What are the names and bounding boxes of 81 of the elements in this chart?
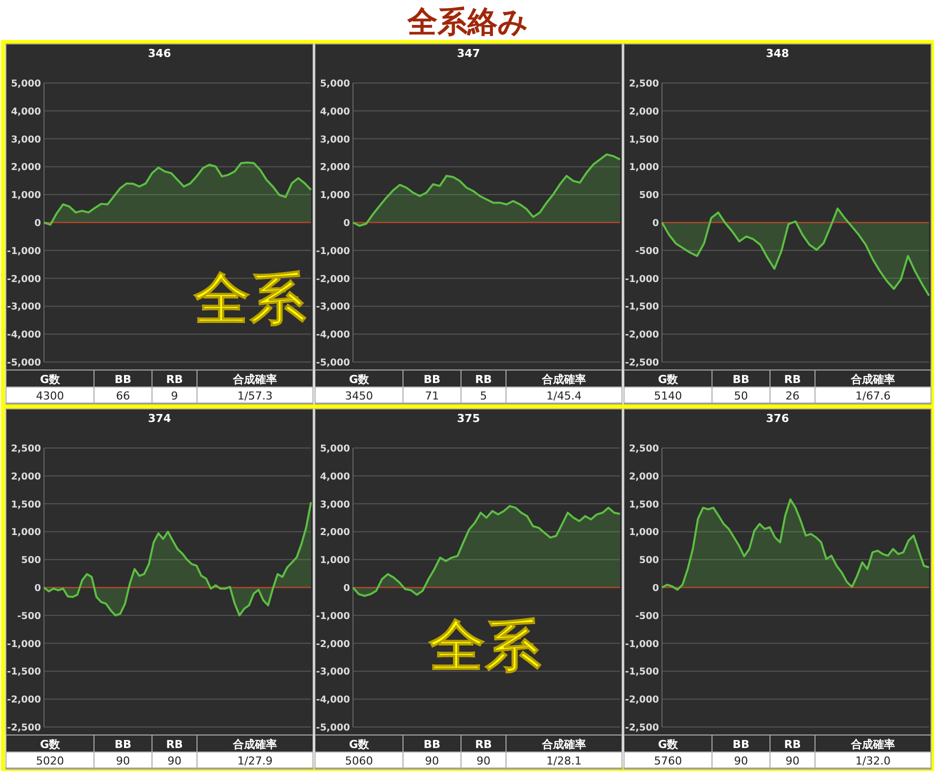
text: 全系: [429, 614, 541, 679]
chart-title: 376: [766, 412, 790, 425]
y-tick-label: -2,500: [7, 722, 42, 734]
y-tick-label: -5,000: [316, 722, 350, 734]
chart-title: 374: [148, 412, 172, 425]
stats-table: G数 4300 BB 66 RB 9 合成確率 1/57.3: [6, 370, 314, 404]
y-tick-label: 5,000: [320, 444, 350, 454]
y-tick-label: -3,000: [7, 302, 42, 313]
stats-table: G数 5060 BB 90 RB 90 合成確率 1/28.1: [314, 734, 622, 768]
y-tick-label: 3,000: [320, 499, 350, 510]
y-tick-label: -1,500: [7, 666, 42, 678]
y-tick-label: 1,000: [10, 527, 42, 538]
y-tick-label: -5,000: [316, 358, 350, 368]
y-tick-label: -4,000: [7, 330, 42, 341]
y-tick-label: -1,000: [316, 610, 350, 622]
y-tick-label: 1,500: [628, 499, 660, 510]
y-tick-label: 0: [652, 218, 660, 229]
y-tick-label: -1,000: [625, 274, 660, 285]
y-tick-label: 2,000: [628, 106, 660, 118]
chart-title: 375: [457, 412, 480, 425]
y-tick-label: -1,500: [625, 302, 660, 313]
y-tick-label: -4,000: [316, 330, 350, 341]
y-tick-label: -2,000: [316, 274, 350, 285]
y-tick-label: 1,000: [320, 190, 350, 202]
y-tick-label: 0: [652, 583, 660, 594]
y-tick-label: -1,000: [7, 638, 42, 650]
text: 全系: [194, 267, 306, 332]
y-tick-label: 5,000: [10, 78, 42, 90]
y-tick-label: 0: [34, 583, 42, 594]
y-tick-label: -5,000: [7, 358, 42, 368]
y-tick-label: 3,000: [10, 134, 42, 146]
y-tick-label: -2,000: [316, 638, 350, 650]
y-tick-label: -1,000: [625, 638, 660, 650]
y-tick-label: 2,000: [320, 527, 350, 538]
y-tick-label: 2,000: [10, 471, 42, 482]
y-tick-label: 3,000: [320, 134, 350, 146]
y-tick-label: 1,000: [628, 162, 660, 174]
y-tick-label: -2,000: [625, 330, 660, 341]
y-tick-label: -2,000: [7, 694, 42, 706]
y-tick-label: 1,500: [10, 499, 42, 510]
y-tick-label: -2,000: [625, 694, 660, 706]
stats-table: G数 5140 BB 50 RB 26 合成確率 1/67.6: [624, 370, 932, 404]
y-tick-label: 500: [639, 555, 660, 566]
text: 全系絡み: [406, 5, 528, 40]
y-tick-label: 2,500: [628, 444, 660, 454]
y-tick-label: -500: [635, 246, 660, 257]
y-tick-label: -2,500: [625, 358, 660, 368]
y-tick-label: 0: [343, 218, 350, 229]
y-tick-label: 2,500: [628, 78, 660, 90]
y-tick-label: 0: [343, 583, 350, 594]
y-tick-label: 4,000: [320, 106, 350, 118]
stats-table: G数 3450 BB 71 RB 5 合成確率 1/45.4: [314, 370, 622, 404]
chart-title: 346: [148, 47, 172, 60]
y-tick-label: 500: [21, 555, 42, 566]
chart-title: 347: [457, 47, 480, 60]
y-tick-label: -500: [635, 610, 660, 622]
y-tick-label: 2,000: [320, 162, 350, 174]
y-tick-label: 1,500: [628, 134, 660, 146]
stats-table: G数 5760 BB 90 RB 90 合成確率 1/32.0: [624, 734, 932, 768]
y-tick-label: 0: [34, 218, 42, 229]
y-tick-label: 500: [639, 190, 660, 202]
y-tick-label: -3,000: [316, 302, 350, 313]
y-tick-label: -2,000: [7, 274, 42, 285]
y-tick-label: -1,000: [7, 246, 42, 257]
y-tick-label: -2,500: [625, 722, 660, 734]
y-tick-label: -4,000: [316, 694, 350, 706]
y-tick-label: 1,000: [628, 527, 660, 538]
stats-table: G数 5020 BB 90 RB 90 合成確率 1/27.9: [6, 734, 314, 768]
y-tick-label: 2,000: [628, 471, 660, 482]
y-tick-label: 1,000: [10, 190, 42, 202]
y-tick-label: 1,000: [320, 555, 350, 566]
y-tick-label: 4,000: [10, 106, 42, 118]
y-tick-label: 5,000: [320, 78, 350, 90]
chart-title: 348: [766, 47, 789, 60]
y-tick-label: -3,000: [316, 666, 350, 678]
y-tick-label: 2,500: [10, 444, 42, 454]
y-tick-label: 4,000: [320, 471, 350, 482]
y-tick-label: -1,000: [316, 246, 350, 257]
y-tick-label: -500: [17, 610, 42, 622]
y-tick-label: 2,000: [10, 162, 42, 174]
y-tick-label: -1,500: [625, 666, 660, 678]
